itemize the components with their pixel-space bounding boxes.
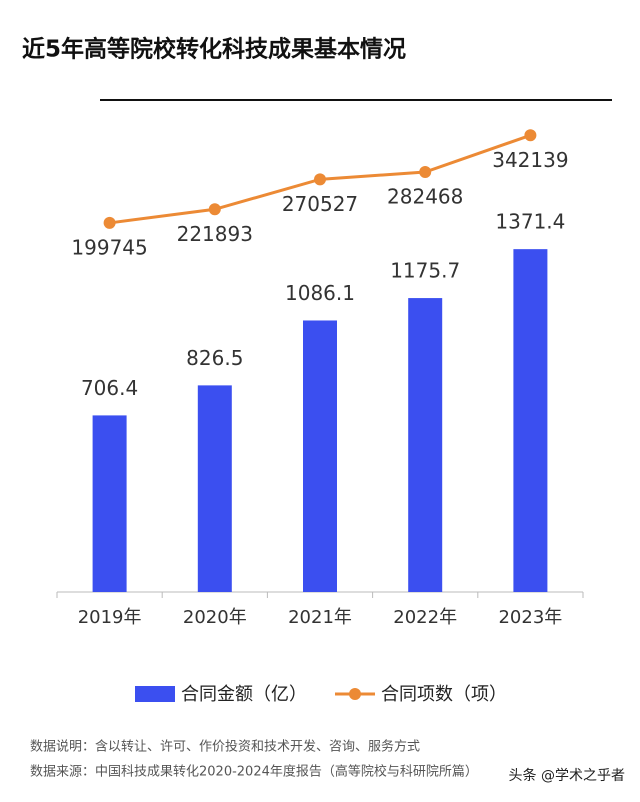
line-point	[314, 173, 326, 186]
bar	[197, 385, 232, 592]
note: 数据说明：含以转让、许可、作价投资和技术开发、咨询、服务方式	[30, 739, 420, 755]
point-label: 199745	[71, 235, 147, 259]
line-point	[103, 216, 116, 229]
x-tick-label: 2023年	[498, 607, 562, 628]
x-tick-label: 2019年	[78, 607, 142, 628]
point-label: 282468	[387, 185, 463, 209]
bar	[92, 415, 127, 592]
line-point	[524, 129, 537, 142]
chart-title: 近5年高等院校转化科技成果基本情况	[22, 36, 406, 63]
x-tick-label: 2022年	[393, 607, 457, 628]
point-label: 342139	[492, 148, 568, 172]
line-point	[419, 166, 432, 179]
x-tick-label: 2020年	[183, 607, 247, 628]
x-tick-label: 2021年	[288, 607, 352, 628]
line-point	[208, 203, 221, 216]
bar	[513, 249, 548, 592]
bar-label: 706.4	[81, 376, 138, 400]
bar-label: 826.5	[186, 346, 243, 370]
point-label: 221893	[177, 222, 253, 246]
legend-label: 合同金额（亿）	[181, 684, 307, 705]
bar	[408, 298, 443, 592]
point-label: 270527	[282, 192, 358, 216]
legend-label: 合同项数（项）	[381, 684, 507, 705]
bar	[303, 320, 337, 592]
watermark: 头条 @学术之乎者	[509, 767, 625, 784]
bar-label: 1371.4	[495, 210, 565, 234]
legend-swatch	[349, 688, 361, 700]
note: 数据来源：中国科技成果转化2020-2024年度报告（高等院校与科研院所篇）	[30, 764, 478, 780]
legend-swatch	[135, 686, 175, 702]
bar-label: 1086.1	[285, 281, 355, 305]
bar-label: 1175.7	[390, 259, 460, 283]
